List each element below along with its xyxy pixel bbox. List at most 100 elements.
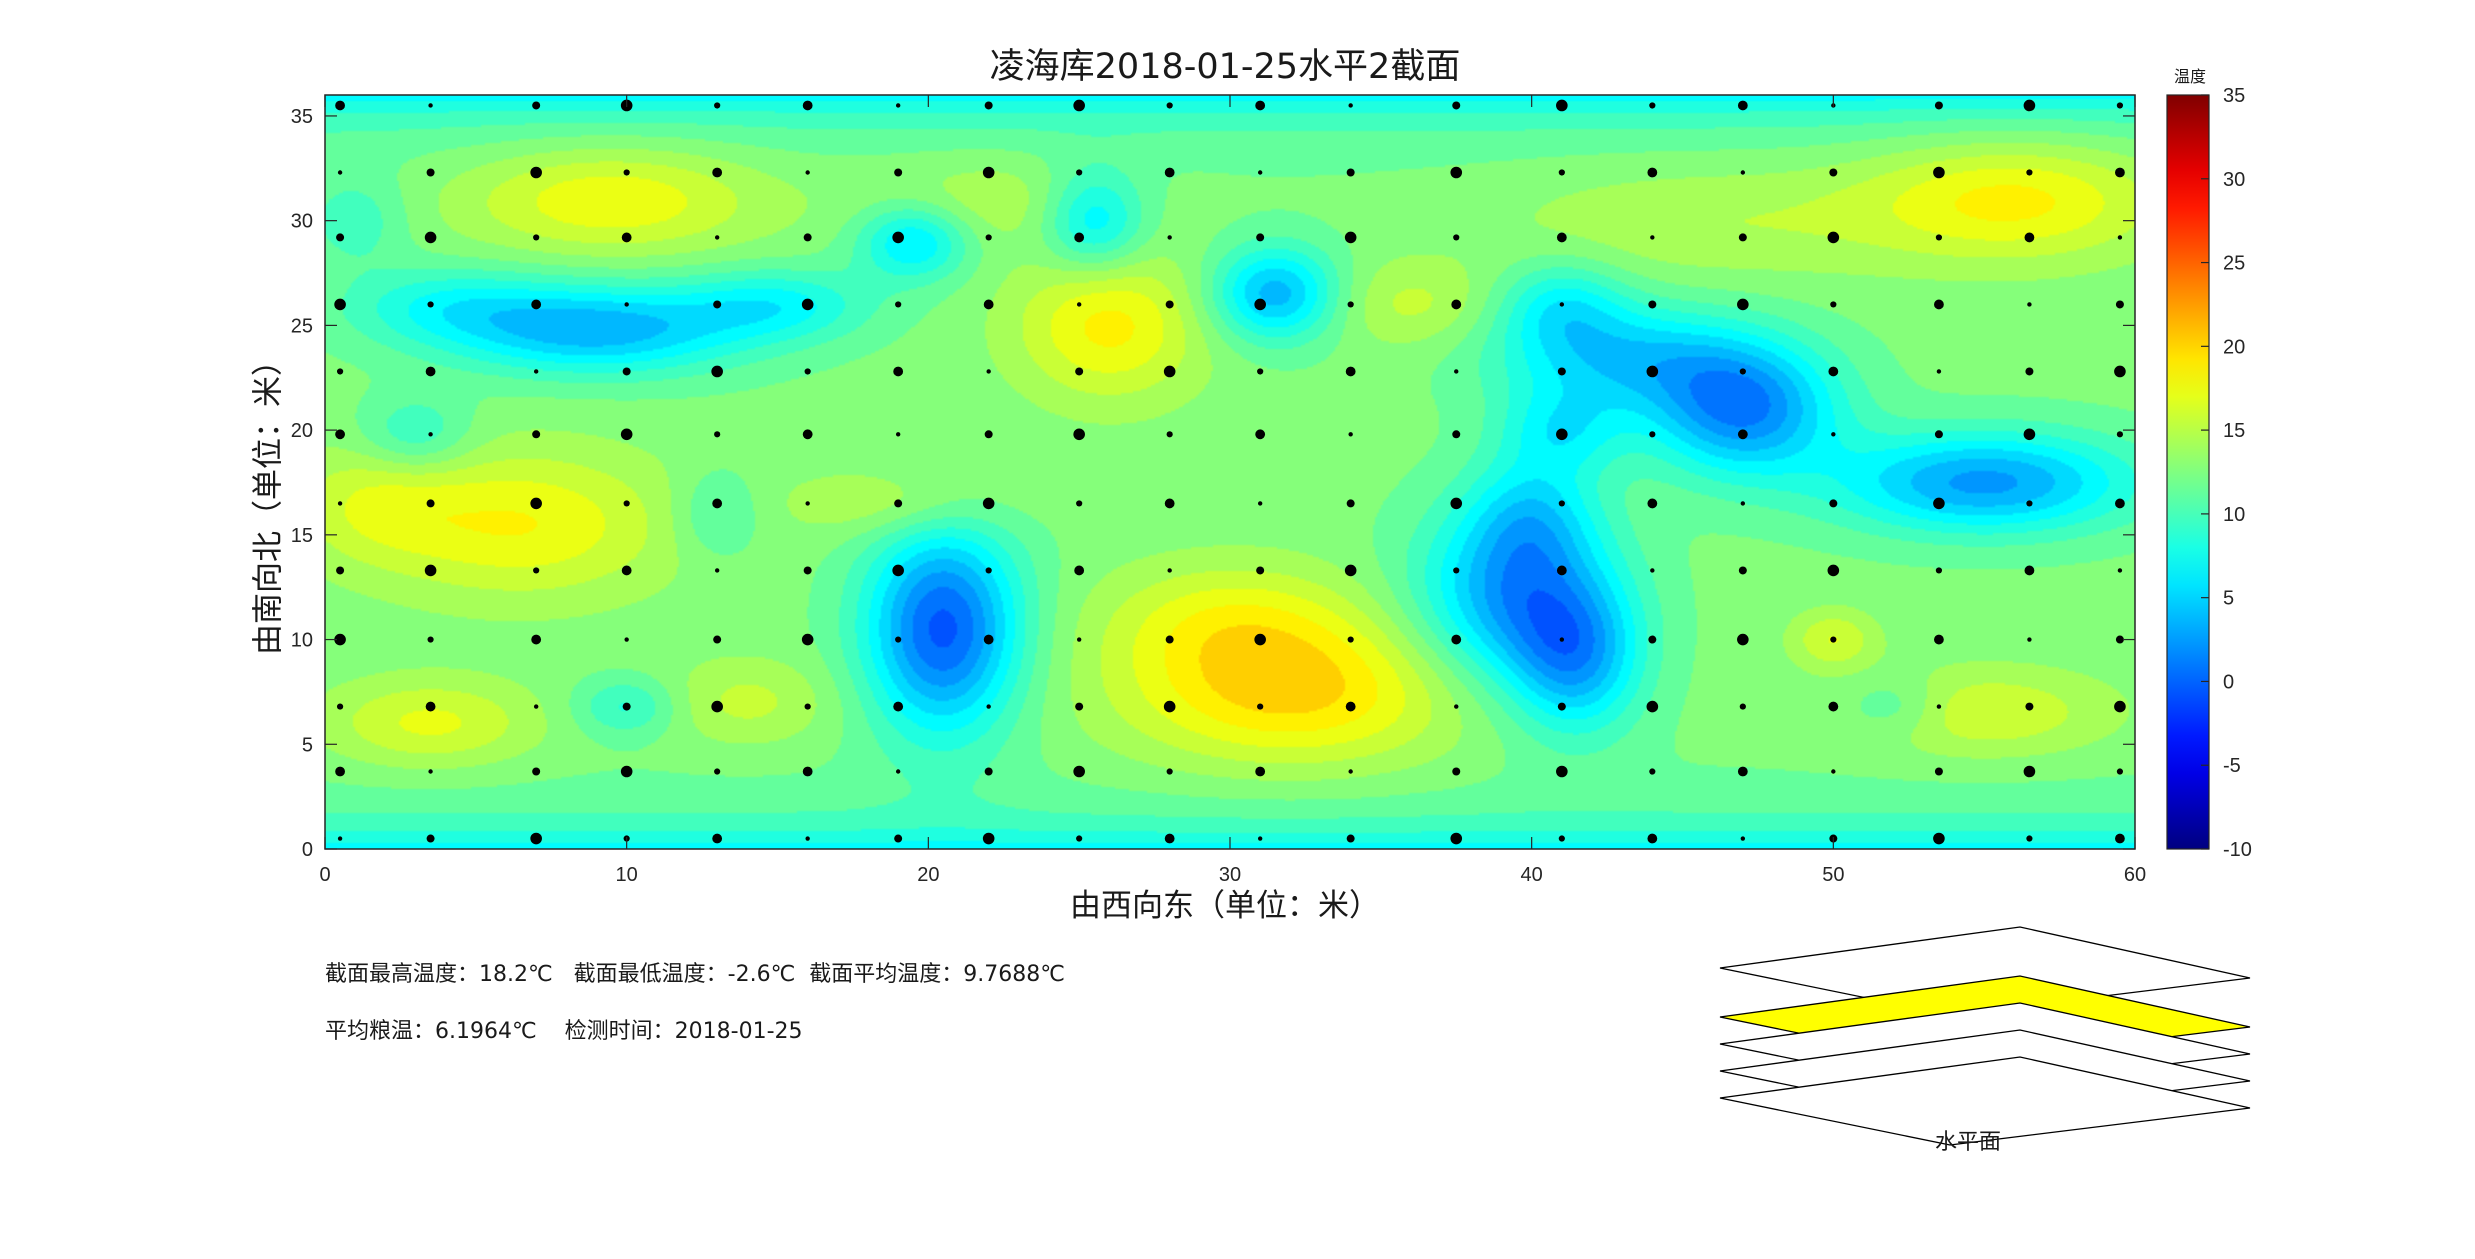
sensor-point (892, 231, 904, 244)
sensor-point (984, 101, 993, 110)
sensor-point (623, 169, 630, 176)
sensor-point (1257, 836, 1263, 841)
layer-plane (1719, 1056, 2251, 1146)
sensor-point (1934, 299, 1944, 310)
sensor-point (1073, 428, 1085, 441)
sensor-point (335, 766, 345, 777)
sensor-point (2024, 232, 2035, 243)
sensor-point (1256, 566, 1265, 575)
colorbar-tick-label: -5 (2223, 755, 2241, 777)
sensor-point (1738, 566, 1747, 575)
sensor-point (2115, 300, 2124, 309)
sensor-point (1934, 430, 1943, 439)
sensor-point (425, 366, 436, 377)
sensor-point (620, 428, 633, 441)
sensor-point (983, 634, 994, 645)
sensor-point (711, 365, 723, 378)
sensor-point (1828, 366, 1839, 377)
sensor-point (1165, 635, 1174, 644)
sensor-point (533, 369, 539, 374)
y-axis: 0 5 10 15 20 25 30 35 (291, 106, 2135, 861)
sensor-point (1073, 99, 1085, 112)
x-tick-label: 10 (616, 864, 638, 886)
sensor-point (1558, 835, 1565, 842)
sensor-point (2115, 635, 2124, 644)
x-axis: 0 10 20 30 40 50 60 (319, 95, 2146, 886)
sensor-point (428, 769, 433, 774)
sensor-point (1556, 232, 1567, 243)
sensor-point (530, 166, 542, 179)
sensor-point (892, 564, 904, 577)
sensor-point (1076, 500, 1083, 507)
sensor-point (714, 768, 721, 775)
sensor-point (713, 635, 722, 644)
y-tick-label: 5 (302, 734, 313, 756)
sensor-point (1936, 704, 1942, 709)
sensor-point (427, 636, 434, 643)
sensor-point (1076, 169, 1083, 176)
sensor-point (1255, 766, 1266, 777)
sensor-point (1167, 235, 1172, 240)
sensor-point (2026, 169, 2033, 176)
sensor-point (893, 366, 904, 377)
sensor-point (1649, 431, 1656, 438)
temperature-heatmap (325, 95, 2135, 849)
sensor-point (532, 767, 541, 776)
sensor-point (334, 298, 346, 311)
sensor-point (1650, 568, 1655, 573)
x-tick-label: 0 (319, 864, 330, 886)
sensor-point (530, 497, 542, 510)
sensor-point (895, 636, 902, 643)
sensor-point (1451, 634, 1462, 645)
sensor-point (2115, 498, 2125, 509)
sensor-point (336, 233, 345, 242)
sensor-point (2117, 568, 2123, 573)
sensor-point (1935, 234, 1943, 241)
sensor-point (1737, 633, 1749, 646)
sensor-point (2023, 765, 2036, 778)
colorbar-axis: -10 -5 0 5 10 15 20 25 30 35 (2201, 85, 2252, 861)
sensor-point (805, 836, 810, 841)
sensor-point (2117, 235, 2123, 240)
sensor-point (1934, 767, 1943, 776)
sensor-point (1737, 298, 1749, 311)
sensor-point (530, 832, 542, 845)
colorbar-tick-label: 30 (2223, 169, 2245, 191)
sensor-point (714, 568, 720, 573)
sensor-point (2116, 431, 2124, 438)
sensor-point (1452, 767, 1461, 776)
sensor-point (1346, 834, 1355, 843)
sensor-point (1346, 168, 1355, 177)
sensor-point (1257, 170, 1263, 175)
colorbar-tick-label: 35 (2223, 85, 2245, 107)
sensor-point (425, 701, 436, 712)
sensor-point (1167, 568, 1172, 573)
sensor-point (895, 301, 902, 308)
sensor-point (337, 836, 343, 841)
sensor-point (1934, 101, 1943, 110)
x-tick-label: 60 (2124, 864, 2146, 886)
sensor-point (1344, 564, 1357, 577)
sensor-point (985, 234, 992, 241)
sensor-point (1828, 701, 1839, 712)
sensor-point (1827, 231, 1840, 244)
sensor-point (621, 565, 632, 576)
sensor-point (428, 432, 433, 437)
sensor-point (802, 100, 813, 111)
sensor-point (1348, 103, 1353, 108)
colorbar-tick-label: 5 (2223, 588, 2234, 610)
layer-diagram (1719, 926, 2251, 1146)
colorbar-tick-label: -10 (2223, 839, 2252, 861)
sensor-point (712, 498, 723, 509)
sensor-point (1740, 836, 1746, 841)
sensor-point (622, 702, 631, 711)
sensor-point (1830, 301, 1837, 308)
colorbar-frame (2166, 94, 2210, 850)
sensor-point (1164, 498, 1175, 509)
sensor-point (1257, 501, 1263, 506)
layer-diagram-label: 水平面 (1935, 1130, 2002, 1155)
sensor-point (986, 704, 991, 709)
sensor-point (624, 302, 629, 307)
sensor-point (1347, 636, 1354, 643)
sensor-point (1740, 170, 1746, 175)
